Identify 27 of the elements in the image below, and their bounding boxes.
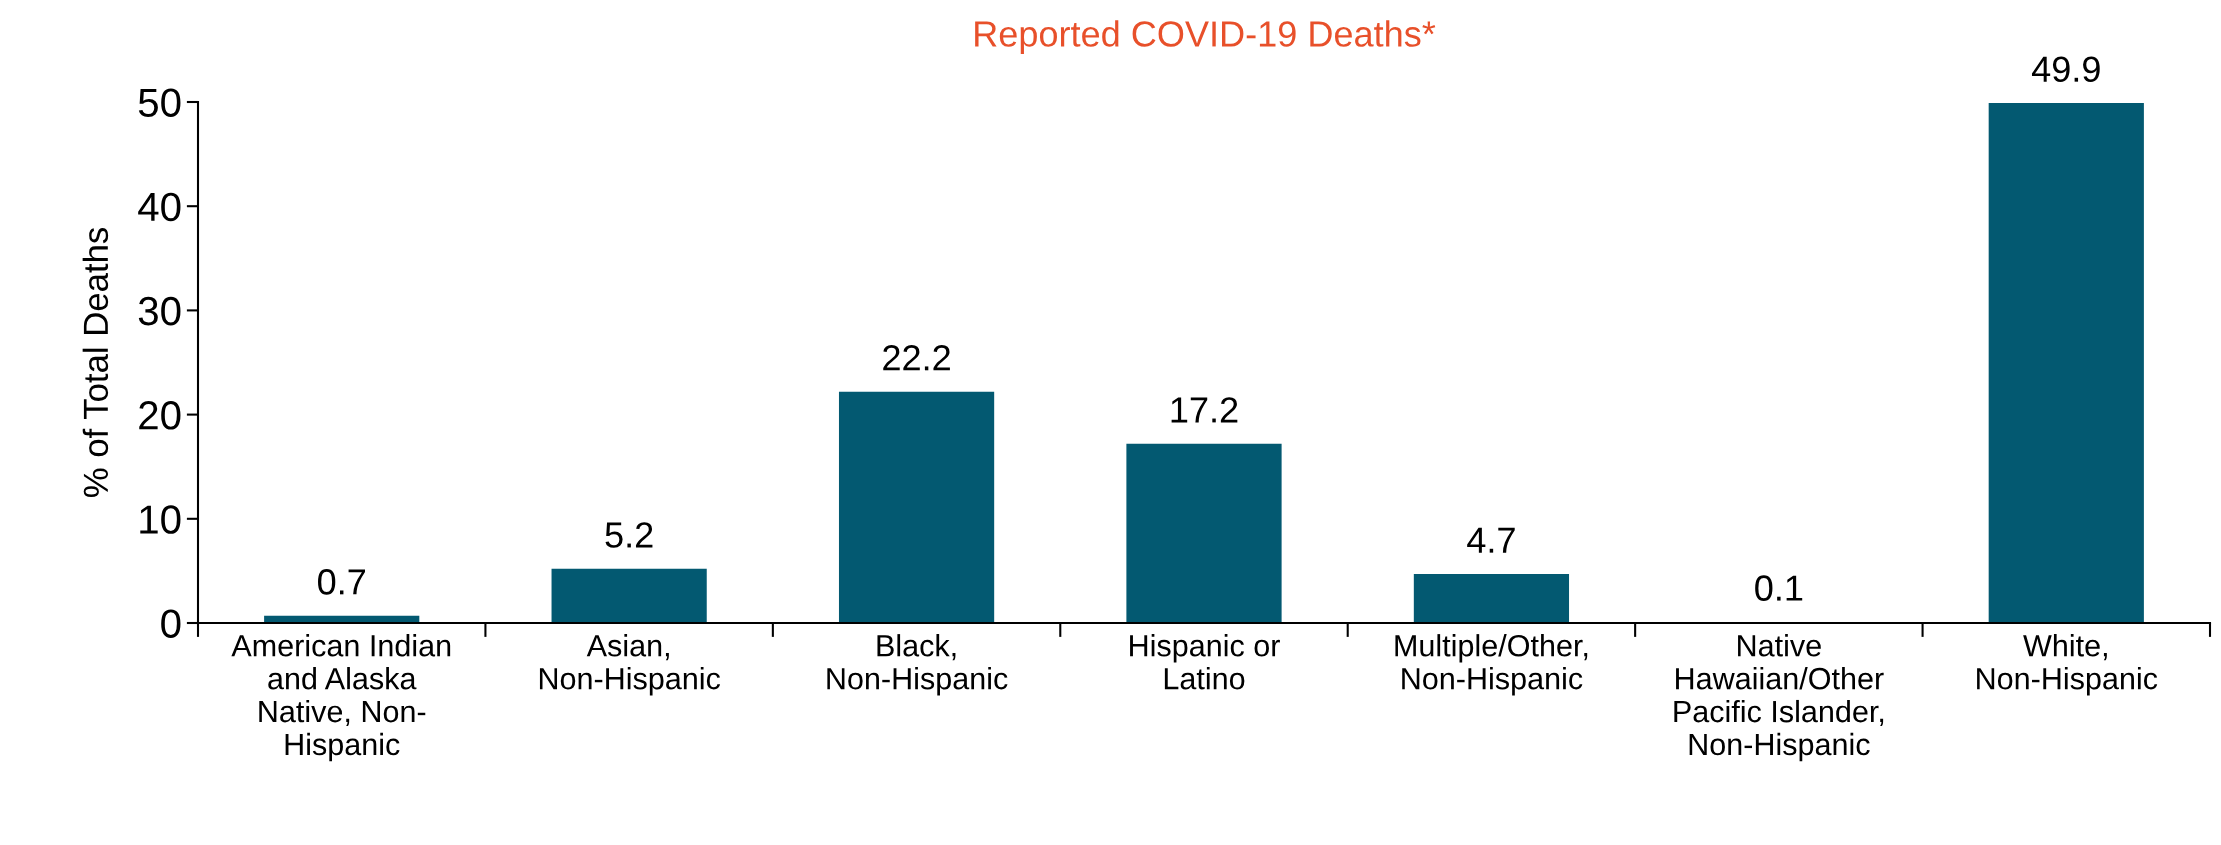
y-tick-label: 20	[139, 401, 181, 430]
bar	[1988, 103, 2144, 623]
bar	[1413, 574, 1570, 623]
y-tick-label: 50	[138, 88, 181, 117]
bar	[1126, 443, 1282, 623]
data-label: 4.7	[1467, 527, 1515, 553]
y-tick-label: 40	[138, 192, 181, 222]
x-tick-label: Asian, Non-Hispanic	[539, 634, 721, 696]
x-tick-label: American Indian and Alaska Native, Non- Hispanic	[231, 634, 451, 762]
y-axis-title: % of Total Deaths	[82, 227, 109, 498]
x-tick-label: Multiple/Other, Non-Hispanic	[1395, 634, 1588, 696]
x-tick-label: Hispanic or Latino	[1130, 634, 1280, 690]
data-label: 22.2	[883, 345, 950, 371]
y-tick-label: 10	[140, 505, 181, 534]
data-label: 5.2	[605, 522, 653, 548]
y-tick-label: 0	[161, 609, 181, 638]
y-tick-label: 30	[138, 296, 181, 326]
bar	[551, 568, 707, 623]
chart-title: Reported COVID-19 Deaths*	[975, 20, 1436, 54]
x-tick-label: White, Non-Hispanic	[1977, 634, 2158, 696]
data-label: 49.9	[2031, 56, 2100, 83]
data-label: 0.1	[1755, 575, 1803, 601]
x-tick-label: Black, Non-Hispanic	[827, 634, 1008, 696]
data-label: 0.7	[318, 569, 365, 595]
data-label: 17.2	[1171, 397, 1238, 423]
bar	[838, 391, 995, 623]
x-tick-label: Native Hawaiian/Other Pacific Islander, Non-Hispanic	[1674, 634, 1884, 762]
